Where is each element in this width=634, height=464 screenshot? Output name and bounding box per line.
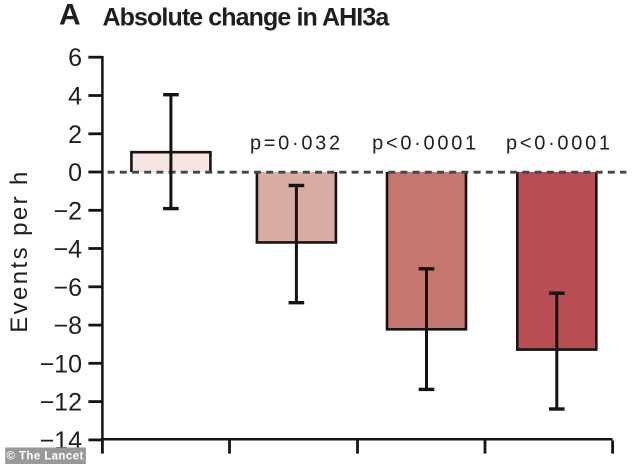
svg-text:2: 2 [68, 121, 82, 149]
svg-text:0: 0 [68, 159, 82, 187]
svg-text:p=0·032: p=0·032 [250, 133, 343, 155]
svg-text:p<0·0001: p<0·0001 [372, 133, 479, 155]
svg-text:−12: −12 [40, 389, 82, 417]
svg-text:−6: −6 [53, 274, 82, 302]
svg-text:A: A [59, 0, 81, 31]
svg-text:Events per h: Events per h [6, 169, 33, 333]
svg-text:p<0·0001: p<0·0001 [506, 133, 613, 155]
svg-text:Absolute change in AHI3a: Absolute change in AHI3a [103, 4, 391, 32]
svg-text:6: 6 [68, 44, 82, 72]
svg-text:−10: −10 [40, 350, 82, 378]
svg-text:−8: −8 [53, 312, 82, 340]
svg-text:4: 4 [68, 83, 82, 111]
svg-text:© The Lancet: © The Lancet [7, 451, 84, 463]
svg-text:−4: −4 [53, 236, 82, 264]
svg-text:−2: −2 [53, 197, 82, 225]
